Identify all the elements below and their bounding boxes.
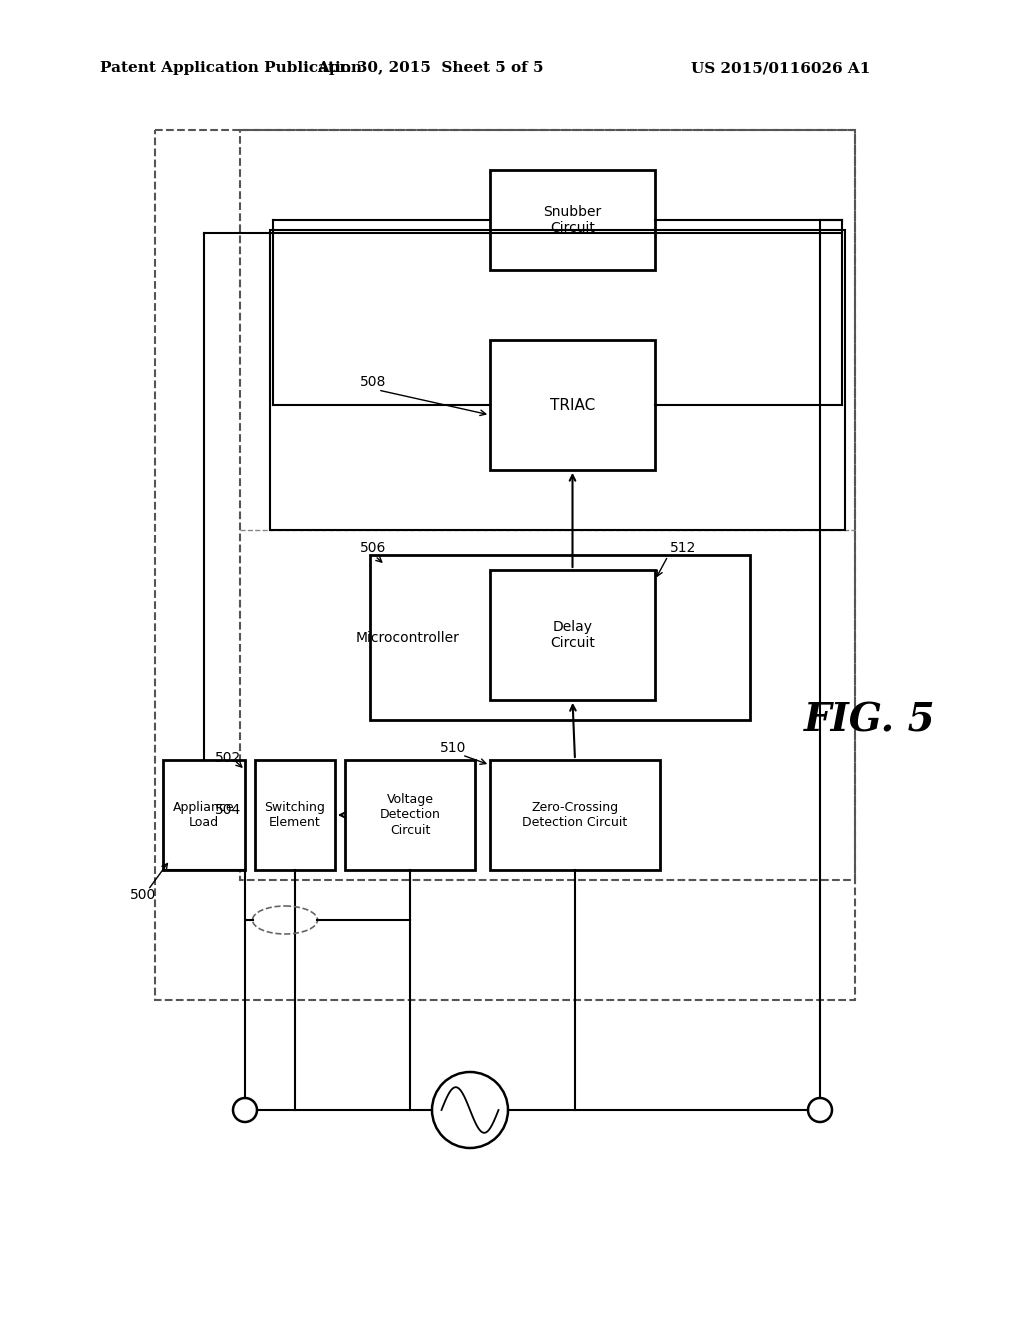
Text: Patent Application Publication: Patent Application Publication bbox=[100, 61, 362, 75]
Bar bbox=[490, 341, 655, 470]
Text: Switching
Element: Switching Element bbox=[264, 801, 326, 829]
Text: FIG. 5: FIG. 5 bbox=[804, 701, 936, 739]
Bar bbox=[240, 129, 855, 880]
Text: Snubber
Circuit: Snubber Circuit bbox=[544, 205, 602, 235]
Text: Voltage
Detection
Circuit: Voltage Detection Circuit bbox=[380, 793, 440, 837]
Text: Appliance
Load: Appliance Load bbox=[173, 801, 234, 829]
Bar bbox=[255, 760, 335, 870]
Text: 512: 512 bbox=[670, 541, 696, 554]
Text: 502: 502 bbox=[215, 751, 242, 766]
Text: US 2015/0116026 A1: US 2015/0116026 A1 bbox=[690, 61, 870, 75]
Bar bbox=[490, 170, 655, 271]
Text: 510: 510 bbox=[440, 741, 466, 755]
Text: 508: 508 bbox=[360, 375, 386, 389]
Text: Apr. 30, 2015  Sheet 5 of 5: Apr. 30, 2015 Sheet 5 of 5 bbox=[316, 61, 544, 75]
Bar bbox=[163, 760, 245, 870]
Text: 500: 500 bbox=[130, 888, 157, 902]
Text: 504: 504 bbox=[215, 803, 242, 817]
Text: Microcontroller: Microcontroller bbox=[356, 631, 460, 644]
Text: 506: 506 bbox=[360, 541, 386, 554]
Bar bbox=[490, 760, 660, 870]
Text: Zero-Crossing
Detection Circuit: Zero-Crossing Detection Circuit bbox=[522, 801, 628, 829]
Bar bbox=[155, 129, 855, 1001]
Bar bbox=[490, 570, 655, 700]
Bar bbox=[270, 230, 845, 531]
Bar bbox=[345, 760, 475, 870]
Text: TRIAC: TRIAC bbox=[550, 397, 595, 412]
Text: Delay
Circuit: Delay Circuit bbox=[550, 620, 595, 651]
Bar bbox=[370, 554, 750, 719]
